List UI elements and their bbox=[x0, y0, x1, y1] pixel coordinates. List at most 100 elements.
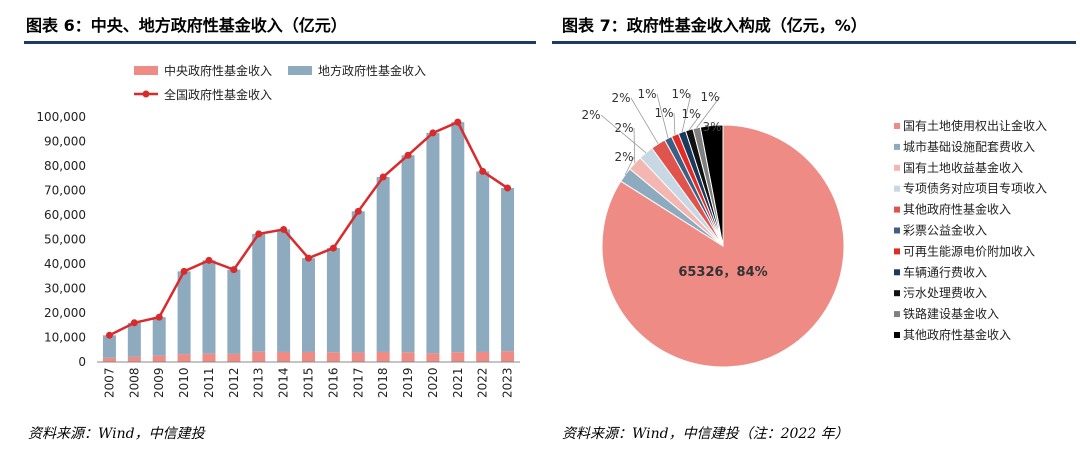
pie-legend-label-8: 污水处理费收入 bbox=[903, 286, 987, 300]
bar-central-2016 bbox=[326, 352, 340, 362]
point-total-2011 bbox=[205, 256, 213, 264]
bar-local-2019 bbox=[401, 155, 415, 353]
x-tick-label-2022: 2022 bbox=[476, 367, 490, 398]
figure-7-title-rule bbox=[552, 41, 1076, 44]
pie-legend-swatch-10 bbox=[894, 332, 900, 338]
bar-central-2011 bbox=[202, 353, 216, 362]
bar-central-2022 bbox=[476, 351, 490, 362]
bar-local-2011 bbox=[202, 260, 216, 354]
point-total-2009 bbox=[155, 313, 163, 321]
pie-legend-label-10: 其他政府性基金收入 bbox=[903, 327, 1011, 342]
bar-local-2015 bbox=[302, 258, 315, 352]
pie-label-4: 2% bbox=[611, 91, 630, 105]
bar-local-2021 bbox=[451, 122, 465, 353]
bar-central-2017 bbox=[351, 352, 365, 362]
pie-leader-5 bbox=[656, 93, 669, 139]
bar-local-2020 bbox=[426, 132, 440, 354]
point-total-2023 bbox=[504, 184, 512, 192]
x-tick-label-2018: 2018 bbox=[376, 367, 390, 398]
pie-legend-swatch-6 bbox=[894, 248, 900, 255]
bar-local-2012 bbox=[227, 269, 241, 354]
bar-central-2023 bbox=[501, 351, 515, 362]
y-tick-label: 10,000 bbox=[44, 331, 86, 345]
legend-label-total: 全国政府性基金收入 bbox=[164, 87, 272, 102]
pie-legend-label-7: 车辆通行费收入 bbox=[903, 264, 987, 279]
point-total-2012 bbox=[230, 266, 238, 274]
bar-central-2014 bbox=[277, 351, 291, 362]
bar-local-2017 bbox=[351, 211, 365, 353]
pie-chart: 65326，84%2%2%2%2% 1%1%1%1%1%3% 国有土地使用权出让金收… bbox=[581, 87, 1047, 368]
pie-slice-10 bbox=[699, 124, 724, 247]
point-total-2010 bbox=[180, 267, 188, 275]
pie-leader-2 bbox=[633, 127, 636, 164]
x-tick-label-2014: 2014 bbox=[277, 367, 291, 398]
pie-legend-swatch-3 bbox=[894, 185, 900, 192]
x-tick-label-2020: 2020 bbox=[426, 367, 440, 398]
x-tick-label-2023: 2023 bbox=[501, 367, 515, 398]
pie-leader-6 bbox=[673, 112, 676, 135]
point-total-2015 bbox=[305, 254, 312, 262]
bar-central-2007 bbox=[102, 357, 116, 362]
y-tick-label: 20,000 bbox=[44, 306, 86, 320]
x-tick-label-2012: 2012 bbox=[227, 367, 241, 398]
pie-label-0: 65326，84% bbox=[678, 265, 767, 280]
pie-label-8: 1% bbox=[681, 107, 700, 121]
pie-label-7: 1% bbox=[671, 87, 690, 101]
legend-marker-total bbox=[142, 90, 150, 98]
bar-central-2009 bbox=[152, 355, 166, 362]
pie-leader-9 bbox=[696, 96, 721, 129]
pie-leader-8 bbox=[688, 113, 702, 131]
y-tick-label: 100,000 bbox=[36, 110, 86, 124]
bar-local-2007 bbox=[102, 335, 116, 358]
pie-legend-label-1: 城市基础设施配套费收入 bbox=[903, 139, 1035, 154]
y-tick-label: 0 bbox=[78, 355, 86, 369]
y-tick-label: 80,000 bbox=[44, 159, 86, 173]
pie-label-10: 3% bbox=[702, 120, 721, 134]
pie-label-9: 1% bbox=[700, 90, 719, 104]
pie-label-6: 1% bbox=[654, 106, 673, 120]
legend-swatch-local bbox=[288, 66, 312, 75]
y-tick-label: 50,000 bbox=[44, 233, 86, 247]
bar-central-2008 bbox=[127, 356, 141, 362]
pie-legend-label-5: 彩票公益金收入 bbox=[903, 223, 987, 238]
pie-legend-label-3: 专项债务对应项目专项收入 bbox=[903, 181, 1047, 196]
pie-leader-1 bbox=[624, 156, 635, 176]
figure-6-title: 图表 6：中央、地方政府性基金收入（亿元） bbox=[26, 16, 347, 35]
pie-label-1: 2% bbox=[614, 150, 633, 164]
pie-legend-label-6: 可再生能源电价附加收入 bbox=[903, 244, 1035, 258]
pie-label-2: 2% bbox=[614, 121, 633, 135]
figure-7-source: 资料来源：Wind，中信建投（注：2022 年） bbox=[562, 426, 849, 442]
pie-legend-label-0: 国有土地使用权出让金收入 bbox=[903, 118, 1047, 133]
legend-swatch-central bbox=[134, 66, 158, 75]
pie-legend-swatch-2 bbox=[894, 164, 900, 171]
pie-leader-3 bbox=[600, 114, 647, 154]
figure-6-title-rule bbox=[24, 41, 536, 44]
bar-central-2020 bbox=[426, 353, 440, 362]
bar-local-2009 bbox=[152, 317, 166, 356]
bar-central-2019 bbox=[401, 352, 415, 362]
pie-leader-7 bbox=[681, 93, 692, 133]
pie-legend-swatch-5 bbox=[894, 227, 900, 234]
bar-local-2008 bbox=[127, 322, 141, 357]
bar-local-2010 bbox=[177, 271, 191, 355]
figure-7-title: 图表 7：政府性基金收入构成（亿元，%） bbox=[562, 16, 867, 35]
bar-central-2018 bbox=[376, 351, 390, 362]
pie-label-5: 1% bbox=[637, 87, 656, 101]
x-tick-label-2016: 2016 bbox=[326, 367, 340, 398]
x-tick-label-2017: 2017 bbox=[351, 367, 365, 398]
legend-label-central: 中央政府性基金收入 bbox=[164, 63, 272, 78]
bar-local-2014 bbox=[277, 229, 291, 352]
bar-central-2021 bbox=[451, 352, 465, 362]
bar-local-2022 bbox=[476, 171, 490, 352]
bar-local-2018 bbox=[376, 177, 390, 352]
pie-legend-label-2: 国有土地收益基金收入 bbox=[903, 160, 1023, 175]
x-tick-label-2009: 2009 bbox=[152, 367, 166, 398]
bar-central-2012 bbox=[227, 353, 241, 362]
point-total-2008 bbox=[130, 319, 138, 327]
point-total-2016 bbox=[329, 244, 337, 252]
x-tick-label-2007: 2007 bbox=[102, 367, 116, 398]
y-tick-label: 60,000 bbox=[44, 208, 86, 222]
figure-7-panel: 图表 7：政府性基金收入构成（亿元，%） 65326，84% 2% 2% 2% 2% 1%… bbox=[540, 0, 1080, 461]
y-tick-label: 70,000 bbox=[44, 184, 86, 198]
figure-6-panel: 图表 6：中央、地方政府性基金收入（亿元） 中央政府性基金收入 地方政府性基金收入… bbox=[24, 16, 536, 442]
